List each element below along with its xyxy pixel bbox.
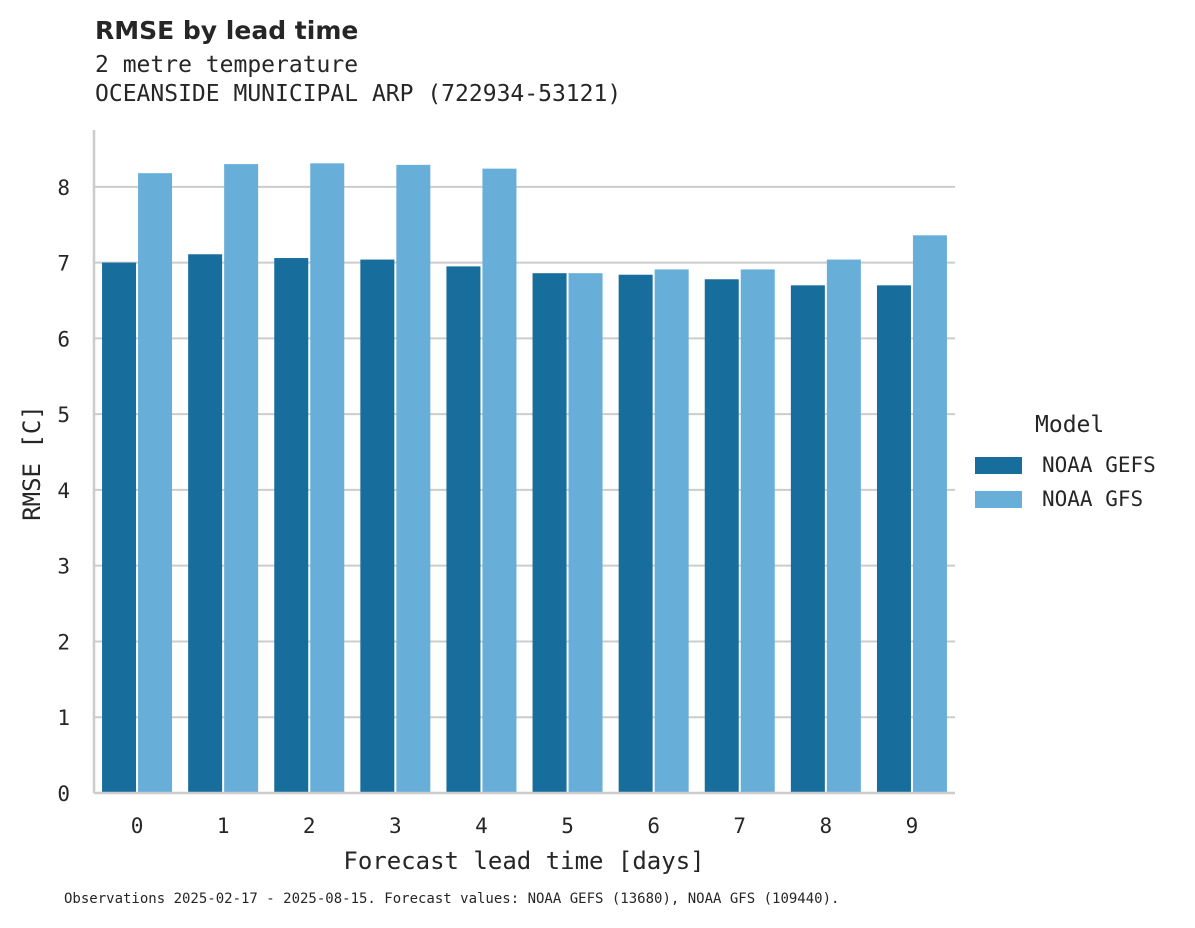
bar-gefs-5	[532, 273, 567, 793]
x-axis-label: Forecast lead time [days]	[343, 847, 704, 875]
y-tick-label-2: 2	[57, 630, 70, 654]
bar-gfs-6	[654, 269, 689, 793]
x-tick-label-4: 4	[475, 814, 488, 838]
y-tick-label-7: 7	[57, 252, 70, 276]
bar-gfs-2	[310, 163, 345, 794]
bar-gefs-2	[274, 258, 309, 793]
chart-title: RMSE by lead time	[95, 16, 359, 45]
x-tick-label-8: 8	[820, 814, 833, 838]
bar-gefs-3	[360, 259, 395, 793]
x-tick-label-2: 2	[303, 814, 316, 838]
bar-gfs-1	[224, 164, 259, 793]
bar-gfs-7	[740, 269, 775, 793]
y-tick-label-0: 0	[57, 782, 70, 806]
axes	[92, 130, 955, 795]
legend-label-gfs: NOAA GFS	[1042, 487, 1144, 511]
legend: Model NOAA GEFS NOAA GFS	[975, 412, 1156, 516]
bar-gfs-3	[396, 164, 431, 793]
y-axis-label: RMSE [C]	[18, 405, 46, 521]
bar-gefs-8	[790, 285, 825, 793]
footnote: Observations 2025-02-17 - 2025-08-15. Fo…	[64, 891, 840, 907]
bar-gefs-9	[876, 285, 911, 793]
y-tick-label-1: 1	[57, 706, 70, 730]
bar-gfs-4	[482, 168, 517, 793]
legend-title: Model	[1035, 412, 1105, 438]
x-tick-label-1: 1	[217, 814, 230, 838]
bars	[102, 163, 947, 794]
y-tick-label-4: 4	[57, 479, 70, 503]
chart-subtitle-station: OCEANSIDE MUNICIPAL ARP (722934-53121)	[95, 81, 622, 107]
bar-gfs-0	[138, 173, 173, 794]
bar-gfs-5	[568, 273, 603, 793]
bar-gefs-7	[704, 279, 739, 793]
bar-gfs-9	[912, 235, 947, 794]
bar-gefs-6	[618, 274, 653, 794]
y-tick-label-5: 5	[57, 403, 70, 427]
x-tick-label-6: 6	[647, 814, 660, 838]
legend-swatch-gfs	[975, 490, 1022, 508]
legend-item-gfs: NOAA GFS	[975, 482, 1156, 516]
y-tick-labels: 0 1 2 3 4 5 6 7 8	[57, 176, 70, 806]
legend-swatch-gefs	[975, 456, 1022, 474]
legend-item-gefs: NOAA GEFS	[975, 448, 1156, 482]
bar-gefs-1	[188, 254, 223, 793]
bar-gfs-8	[826, 259, 861, 793]
x-tick-label-3: 3	[389, 814, 402, 838]
x-tick-label-9: 9	[906, 814, 919, 838]
x-tick-labels: 0 1 2 3 4 5 6 7 8 9	[131, 814, 919, 838]
bar-gefs-4	[446, 266, 481, 794]
bar-gefs-0	[102, 262, 137, 794]
x-tick-label-0: 0	[131, 814, 144, 838]
y-tick-label-8: 8	[57, 176, 70, 200]
x-tick-label-7: 7	[733, 814, 746, 838]
chart-subtitle-variable: 2 metre temperature	[95, 52, 359, 78]
gridlines	[94, 185, 955, 719]
y-tick-label-6: 6	[57, 327, 70, 351]
y-tick-label-3: 3	[57, 555, 70, 579]
legend-label-gefs: NOAA GEFS	[1042, 453, 1156, 477]
x-tick-label-5: 5	[561, 814, 574, 838]
